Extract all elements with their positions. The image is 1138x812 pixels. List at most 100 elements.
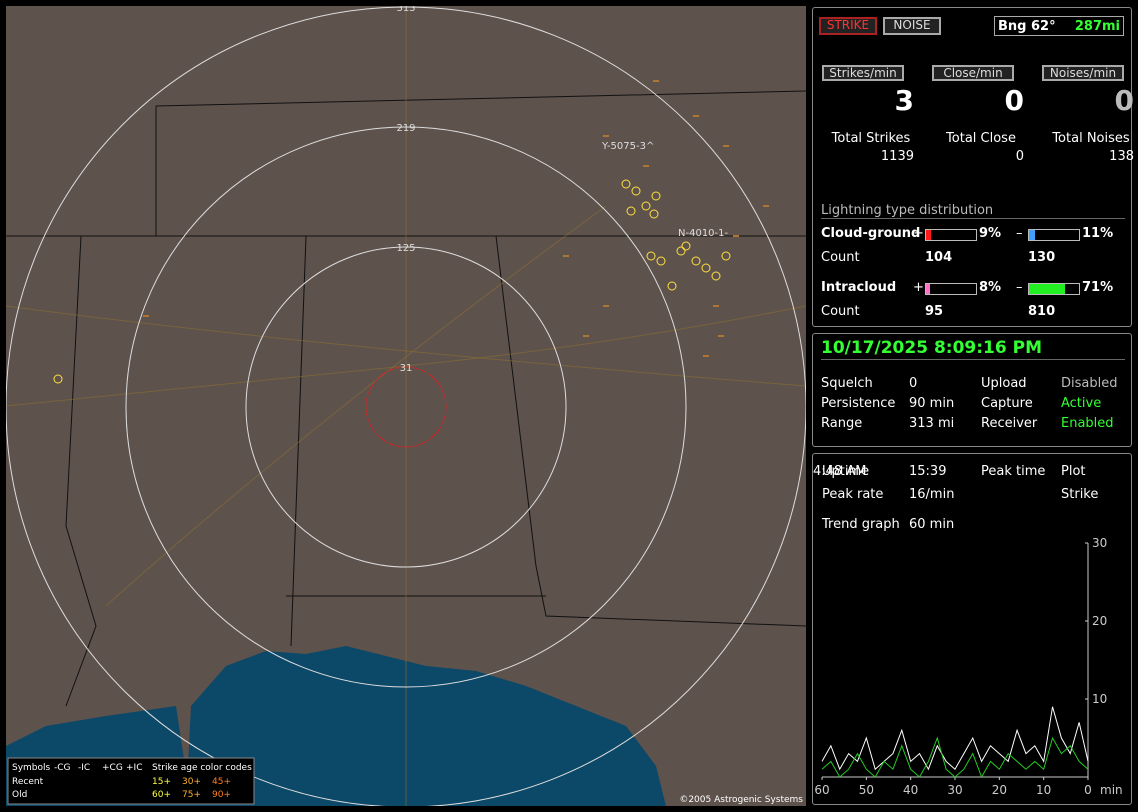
stat-text: Peak rate: [822, 487, 884, 502]
ring-label: 313: [396, 6, 415, 14]
pct-bar: [926, 230, 931, 240]
legend-row-label: Recent: [12, 777, 44, 787]
y-tick-label: 30: [1092, 536, 1107, 550]
pct-label: 9%: [979, 226, 1002, 241]
y-tick-label: 10: [1092, 692, 1107, 706]
x-unit: min: [1100, 783, 1123, 797]
ring-label: 219: [396, 123, 415, 134]
status-panel: STRIKE NOISE Bng 62° 287mi Strikes/min 3 T…: [812, 7, 1134, 327]
noise-button[interactable]: NOISE: [883, 17, 941, 35]
flag-value: Enabled: [1061, 416, 1114, 431]
pct-track: [1028, 283, 1080, 295]
rate-value: 0: [1114, 84, 1134, 117]
range-ring: [245, 246, 567, 568]
map: 313 219 125 31 Y-5075-3^ N-4010-1- Symbols -CG -…: [6, 6, 806, 806]
stat-text: Plot: [1061, 464, 1086, 479]
range-ring: [6, 6, 806, 806]
legend-age: 60+: [152, 790, 171, 800]
settings-panel: 10/17/2025 8:09:16 PM Squelch 0 Upload Disa…: [812, 333, 1132, 447]
trend-label: Trend graph: [822, 517, 900, 532]
y-tick-label: 20: [1092, 614, 1107, 628]
x-tick-label: 60: [814, 783, 829, 797]
bearing-box: Bng 62° 287mi: [994, 16, 1124, 36]
rule: [821, 218, 1125, 219]
gulf: [186, 646, 666, 806]
legend-age: 30+: [182, 777, 201, 787]
sign: +: [913, 280, 924, 295]
total-label: Total Strikes: [831, 131, 911, 146]
pct-label: 11%: [1082, 226, 1114, 241]
strike-symbol: [631, 186, 641, 196]
pct-bar: [926, 284, 930, 294]
count: 104: [925, 250, 953, 265]
range-ring: [125, 126, 687, 688]
strike-symbol: [711, 271, 721, 281]
copyright: ©2005 Astrogenic Systems: [679, 795, 803, 805]
strike-symbol: [621, 179, 631, 189]
legend-header: -CG: [54, 763, 71, 773]
legend-age: 90+: [212, 790, 231, 800]
total-label: Total Close: [946, 131, 1016, 146]
trend-line: [821, 736, 1089, 779]
stat-text: 16/min: [909, 487, 955, 502]
legend-row-label: Old: [12, 790, 27, 800]
sign: –: [1016, 226, 1023, 241]
flag-label: Receiver: [981, 416, 1038, 431]
rate-button: Strikes/min: [822, 65, 904, 81]
setting-label: Persistence: [821, 396, 896, 411]
strike-symbol: [691, 256, 701, 266]
stat-text: 15:39: [909, 464, 947, 479]
legend-box: [7, 757, 255, 805]
count-label: Count: [821, 250, 860, 265]
strike-symbol: [701, 263, 711, 273]
pct-bar: [1029, 230, 1035, 240]
x-tick-label: 40: [903, 783, 918, 797]
pct-bar: [1029, 284, 1065, 294]
strike-symbol: [646, 251, 656, 261]
stat-text: Uptime: [822, 464, 870, 479]
count: 95: [925, 304, 944, 319]
x-tick-label: 10: [1036, 783, 1051, 797]
x-tick-label: 50: [859, 783, 874, 797]
flag-value: Disabled: [1061, 376, 1118, 391]
total-value: 138: [1109, 149, 1134, 164]
state-border: [495, 235, 806, 627]
type-name: Cloud-ground: [821, 226, 921, 241]
pct-track: [1028, 229, 1080, 241]
strike-symbol: [626, 206, 636, 216]
range-ring: [365, 366, 447, 448]
strike-symbol: [667, 281, 677, 291]
state-border: [65, 235, 97, 707]
rule: [821, 359, 1125, 360]
pct-track: [925, 283, 977, 295]
strike-symbol: [656, 256, 666, 266]
setting-label: Squelch: [821, 376, 873, 391]
strike-symbol: [53, 374, 63, 384]
total-value: 1139: [880, 149, 914, 164]
rate-button: Noises/min: [1042, 65, 1124, 81]
trend-line: [821, 706, 1089, 771]
legend-age: 75+: [182, 790, 201, 800]
sign: –: [1016, 280, 1023, 295]
strike-symbol: [641, 201, 651, 211]
setting-value: 90 min: [909, 396, 955, 411]
flag-label: Upload: [981, 376, 1027, 391]
setting-value: 0: [909, 376, 918, 391]
rate-button: Close/min: [932, 65, 1014, 81]
pct-label: 8%: [979, 280, 1002, 295]
stat-text: Strike: [1061, 487, 1099, 502]
stats-panel: Uptime 15:39 Peak time 4:48 AM Plot Peak rate…: [812, 453, 1132, 805]
ring-label: 125: [396, 243, 415, 254]
pct-label: 71%: [1082, 280, 1114, 295]
stat-text: Peak time: [981, 464, 1046, 479]
road: [105, 205, 607, 607]
strike-button[interactable]: STRIKE: [819, 17, 877, 35]
strike-symbol: [649, 209, 659, 219]
state-border: [290, 235, 307, 647]
x-tick-label: 20: [992, 783, 1007, 797]
legend-age: 45+: [212, 777, 231, 787]
rate-value: 3: [894, 84, 914, 117]
legend-age: 15+: [152, 777, 171, 787]
flag-label: Capture: [981, 396, 1033, 411]
